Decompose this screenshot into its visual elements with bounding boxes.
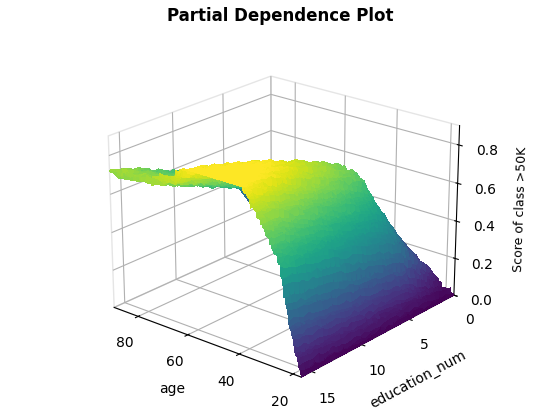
X-axis label: age: age: [160, 382, 185, 396]
Y-axis label: education_num: education_num: [367, 348, 469, 411]
Title: Partial Dependence Plot: Partial Dependence Plot: [167, 7, 393, 25]
